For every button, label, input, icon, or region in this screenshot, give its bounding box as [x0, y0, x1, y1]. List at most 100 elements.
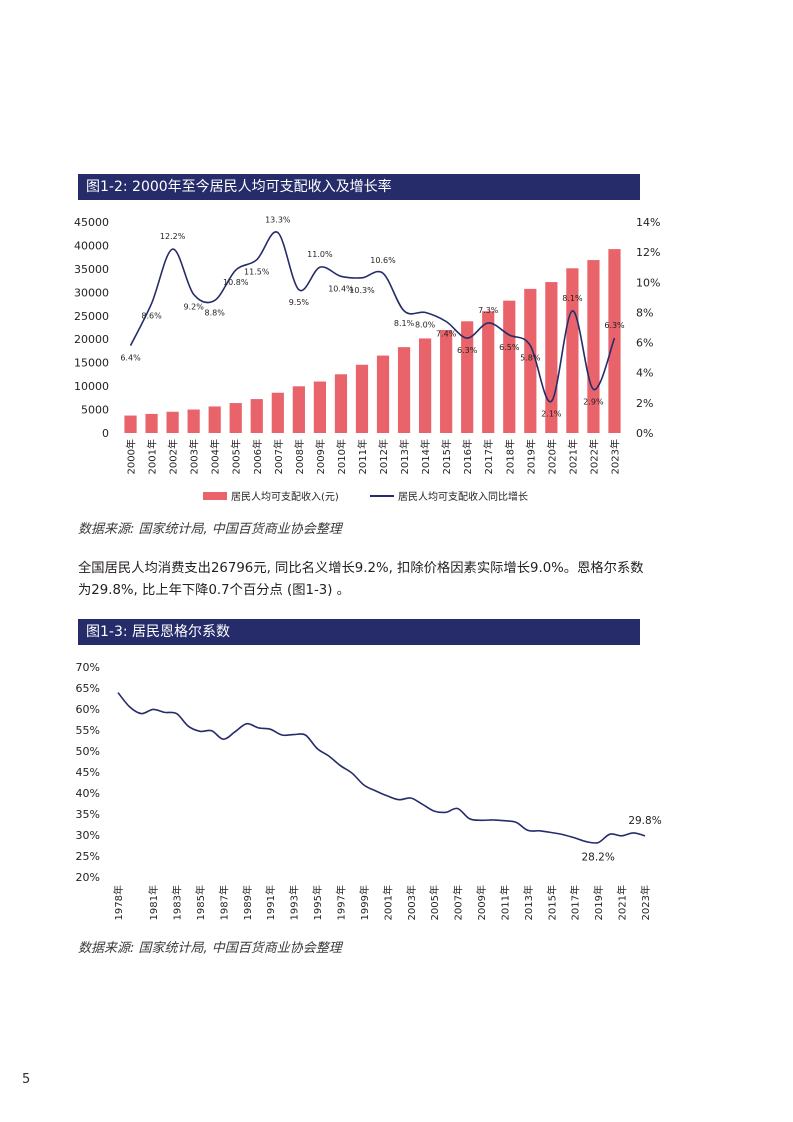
x-axis-tick: 2019年	[524, 439, 537, 474]
y-axis-tick: 65%	[76, 682, 100, 695]
x-axis-tick: 2004年	[209, 439, 222, 474]
growth-data-label: 7.3%	[478, 306, 499, 315]
engel-annotation: 29.8%	[628, 815, 661, 827]
x-axis-tick: 2012年	[377, 439, 390, 474]
income-bar	[250, 399, 263, 433]
growth-data-label: 10.6%	[370, 256, 396, 265]
engel-chart: 20% 25% 30% 35% 40% 45% 50% 55% 60% 65% 70% 1978年 19…	[76, 661, 662, 920]
figure-1-3-source: 数据来源: 国家统计局, 中国百货商业协会整理	[78, 941, 342, 956]
legend-label-line: 居民人均可支配收入同比增长	[398, 490, 528, 503]
page-number: 5	[22, 1072, 31, 1087]
income-chart: 0 5000 10000 15000 20000 25000 30000 35000 40000…	[74, 216, 660, 503]
income-bars	[124, 249, 621, 433]
engel-annotation: 28.2%	[581, 852, 614, 864]
income-bar	[440, 330, 453, 433]
x-axis-tick: 2007年	[452, 885, 465, 920]
x-axis-tick: 2011年	[498, 885, 511, 920]
x-axis-tick: 1991年	[264, 885, 277, 920]
left-axis-tick: 0	[102, 427, 109, 440]
x-axis-tick: 2013年	[522, 885, 535, 920]
right-axis-tick: 10%	[636, 276, 660, 289]
x-axis-tick: 1987年	[217, 885, 230, 920]
x-axis-tick: 2000年	[125, 439, 138, 474]
growth-data-label: 8.1%	[394, 319, 415, 328]
x-axis-tick: 2003年	[405, 885, 418, 920]
income-bar	[461, 321, 474, 433]
income-bar	[587, 260, 600, 433]
x-axis-tick: 2011年	[356, 439, 369, 474]
y-axis-tick: 40%	[76, 787, 100, 800]
income-bar	[124, 415, 137, 433]
x-axis-tick: 1978年	[112, 885, 125, 920]
income-bar	[419, 338, 432, 433]
x-axis-tick: 2010年	[335, 439, 348, 474]
x-axis-tick: 2019年	[592, 885, 605, 920]
growth-data-label: 6.4%	[120, 354, 141, 363]
income-bar	[376, 355, 390, 433]
income-bar	[608, 249, 621, 433]
figure-1-3-title: 图1-3: 居民恩格尔系数	[78, 619, 640, 645]
x-axis-tick: 1995年	[311, 885, 324, 920]
income-bar	[187, 409, 200, 433]
income-bar	[503, 300, 516, 433]
income-bar	[313, 381, 326, 433]
x-axis-tick: 2020年	[545, 439, 558, 474]
x-axis-tick: 1985年	[194, 885, 207, 920]
y-axis-tick: 50%	[76, 745, 100, 758]
y-axis-tick: 30%	[76, 829, 100, 842]
x-axis-tick: 2001年	[146, 439, 159, 474]
x-axis-tick: 2017年	[482, 439, 495, 474]
income-bar	[292, 386, 305, 433]
left-axis-tick: 40000	[74, 239, 109, 252]
legend-label-bar: 居民人均可支配收入(元)	[231, 490, 339, 503]
income-bar	[524, 288, 537, 433]
legend-swatch-bar	[203, 492, 227, 500]
figure-1-2-source: 数据来源: 国家统计局, 中国百货商业协会整理	[78, 522, 342, 537]
income-bar	[166, 411, 179, 433]
engel-line	[117, 692, 646, 844]
growth-line-path	[129, 231, 616, 403]
left-axis-tick: 10000	[74, 380, 109, 393]
growth-data-label: 12.2%	[160, 232, 186, 241]
growth-data-label: 11.0%	[307, 250, 333, 259]
x-axis-tick: 2006年	[251, 439, 264, 474]
x-axis-tick: 2001年	[381, 885, 394, 920]
x-axis-tick: 2005年	[428, 885, 441, 920]
income-chart-axes: 0 5000 10000 15000 20000 25000 30000 35000 40000…	[74, 216, 660, 474]
income-bar	[229, 403, 242, 433]
x-axis-tick: 1997年	[335, 885, 348, 920]
x-axis-tick: 1993年	[288, 885, 301, 920]
left-axis-tick: 20000	[74, 333, 109, 346]
growth-data-label: 10.4%	[328, 284, 354, 293]
x-axis-tick: 2015年	[545, 885, 558, 920]
right-axis-tick: 0%	[636, 427, 653, 440]
right-axis-tick: 8%	[636, 306, 653, 319]
body-paragraph: 全国居民人均消费支出26796元, 同比名义增长9.2%, 扣除价格因素实际增长…	[78, 561, 644, 598]
x-axis-tick: 2005年	[230, 439, 243, 474]
income-bar	[355, 364, 369, 433]
x-axis-tick: 2023年	[639, 885, 652, 920]
growth-data-label: 8.8%	[205, 308, 226, 317]
left-axis-tick: 45000	[74, 216, 109, 229]
left-axis-tick: 30000	[74, 286, 109, 299]
right-axis-tick: 4%	[636, 367, 653, 380]
figure-1-2-title: 图1-2: 2000年至今居民人均可支配收入及增长率	[78, 174, 640, 200]
x-axis-tick: 2013年	[398, 439, 411, 474]
y-axis-tick: 25%	[76, 850, 100, 863]
income-bar	[271, 392, 284, 433]
left-axis-tick: 15000	[74, 357, 109, 370]
engel-line-path	[117, 692, 646, 844]
growth-data-label: 8.6%	[141, 311, 162, 320]
right-axis-tick: 2%	[636, 397, 653, 410]
x-axis-tick: 2014年	[419, 439, 432, 474]
growth-labels: 6.4% 8.6% 12.2% 9.2%8.8% 10.8%11.5% 13.3% 9.5%…	[120, 216, 625, 419]
left-axis-tick: 35000	[74, 263, 109, 276]
x-axis-tick: 2009年	[475, 885, 488, 920]
x-axis-tick: 2016年	[461, 439, 474, 474]
y-axis-tick: 55%	[76, 724, 100, 737]
x-axis-tick: 2015年	[440, 439, 453, 474]
growth-data-label: 2.1%	[541, 409, 562, 418]
growth-data-label: 8.1%	[562, 294, 583, 303]
growth-data-label: 6.5%	[499, 343, 520, 352]
y-axis-tick: 35%	[76, 808, 100, 821]
